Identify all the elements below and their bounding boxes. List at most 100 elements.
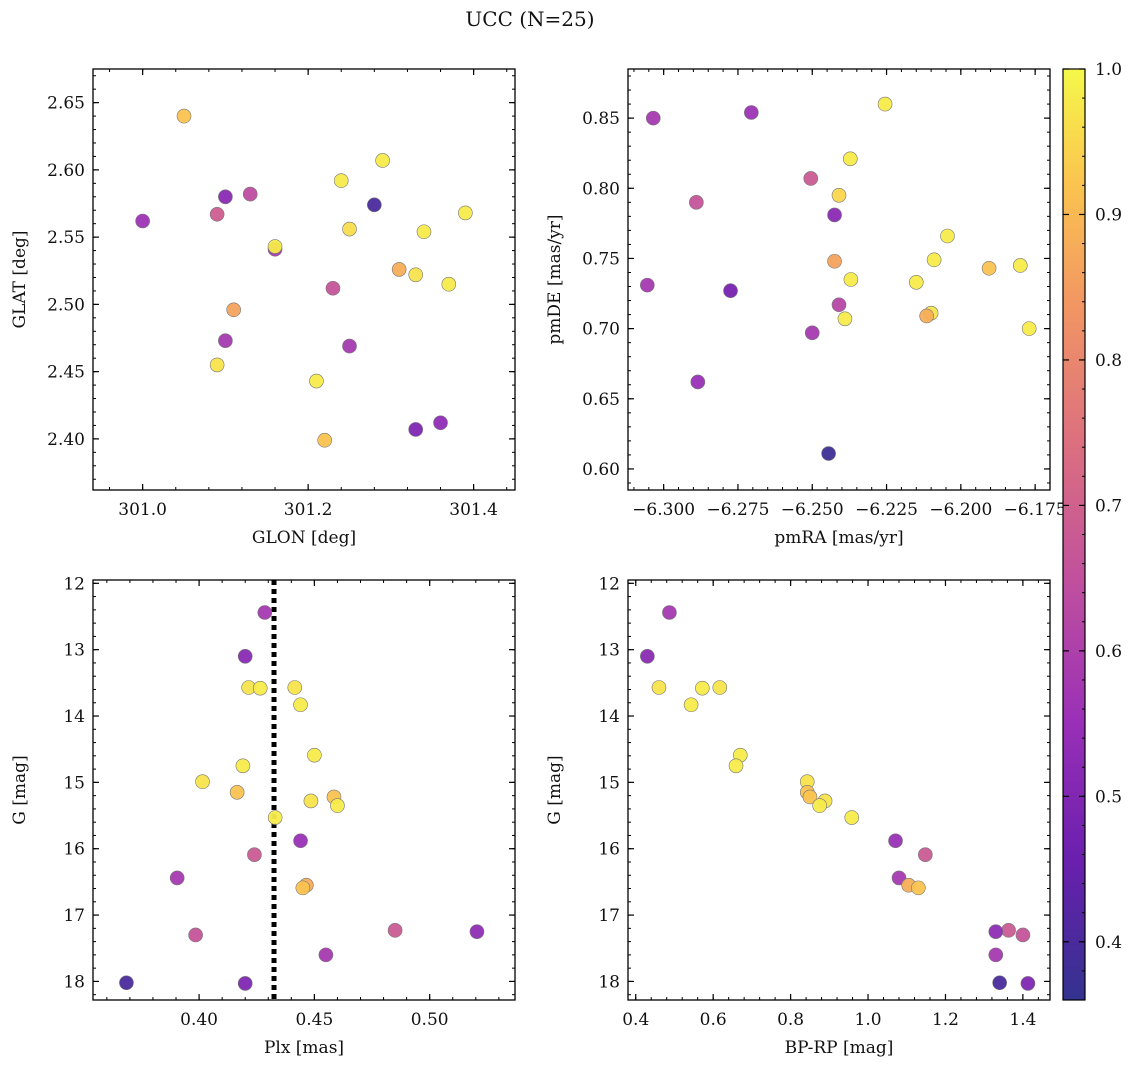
y-tick-label: 2.40 <box>47 430 85 450</box>
data-point <box>919 308 934 324</box>
colorbar-tick-label: 0.7 <box>1095 496 1122 516</box>
data-point <box>119 975 134 991</box>
data-point <box>375 153 390 168</box>
y-tick-label: 18 <box>598 972 620 992</box>
y-tick-label: 17 <box>598 906 620 926</box>
data-point <box>235 758 251 774</box>
data-point <box>188 927 203 943</box>
x-axis-label: pmRA [mas/yr] <box>774 528 903 548</box>
colorbar-tick-label: 0.6 <box>1095 642 1122 662</box>
colorbar: 0.4 0.5 0.6 0.7 0.8 0.9 1.0 <box>1062 60 1122 1001</box>
y-tick-label: 15 <box>63 773 85 793</box>
data-point <box>843 272 859 287</box>
data-point <box>940 228 955 244</box>
data-point <box>645 110 661 126</box>
data-point <box>988 924 1004 939</box>
data-point <box>237 649 253 664</box>
y-tick-label: 14 <box>598 707 620 727</box>
x-tick-label: 301.4 <box>449 500 498 520</box>
data-point <box>287 680 303 695</box>
y-axis-label: G [mag] <box>545 755 565 824</box>
data-point <box>1015 927 1031 943</box>
y-axis-label: G [mag] <box>10 755 30 824</box>
data-point <box>689 195 704 210</box>
panel-bprp-g: 0.4 0.6 0.8 1.0 1.2 1.4 12 13 14 15 16 17 18 BP-RP [m… <box>545 574 1051 1058</box>
y-tick-label: 16 <box>63 840 85 860</box>
data-point <box>683 697 699 713</box>
data-point <box>662 605 677 620</box>
data-point <box>387 923 403 938</box>
data-point <box>176 108 192 124</box>
panel-pmra-pmde: −6.300 −6.275 −6.250 −6.225 −6.200 −6.175 0.60… <box>545 68 1067 548</box>
data-point <box>926 252 942 268</box>
y-tick-label: 2.55 <box>47 228 85 248</box>
y-tick-label: 2.60 <box>47 161 85 181</box>
data-point <box>812 798 827 813</box>
data-point <box>803 171 819 186</box>
data-point <box>325 280 341 296</box>
y-tick-label: 0.80 <box>582 179 620 199</box>
x-axis-label: GLON [deg] <box>252 528 356 548</box>
x-tick-label: 1.2 <box>932 1010 959 1030</box>
data-point <box>918 847 933 862</box>
data-point <box>342 221 357 237</box>
y-tick-label: 16 <box>598 840 620 860</box>
x-tick-label: 0.40 <box>180 1010 218 1030</box>
data-point <box>992 975 1007 991</box>
data-point <box>837 311 853 327</box>
y-tick-label: 18 <box>63 972 85 992</box>
panel-plx-g: 0.40 0.45 0.50 12 13 14 15 16 17 18 Plx [mas] G [ma… <box>10 574 516 1058</box>
data-point <box>744 105 759 120</box>
y-axis-label: pmDE [mas/yr] <box>545 214 565 344</box>
x-tick-label: 0.6 <box>700 1010 727 1030</box>
data-point <box>391 262 407 277</box>
x-tick-label: −6.275 <box>706 500 769 520</box>
x-tick-label: −6.225 <box>855 500 918 520</box>
y-tick-label: 0.60 <box>582 460 620 480</box>
data-point <box>1020 976 1036 991</box>
data-point <box>802 789 818 805</box>
data-point <box>640 649 655 664</box>
x-tick-label: 0.50 <box>411 1010 449 1030</box>
colorbar-tick-label: 0.8 <box>1095 351 1122 371</box>
panel-glon-glat: 301.0 301.2 301.4 2.40 2.45 2.50 2.55 2.60 2.65 G… <box>10 68 516 548</box>
data-point <box>229 785 245 800</box>
data-point <box>135 213 150 229</box>
y-tick-label: 0.65 <box>582 390 620 410</box>
data-point <box>988 947 1004 963</box>
data-point <box>257 605 273 620</box>
data-point <box>1001 923 1016 938</box>
data-point <box>651 680 667 695</box>
colorbar-tick-label: 1.0 <box>1095 60 1122 80</box>
data-point <box>827 253 842 269</box>
colorbar-tick-label: 0.9 <box>1095 205 1122 225</box>
data-point <box>295 880 311 896</box>
data-point <box>330 798 345 813</box>
figure-title: UCC (N=25) <box>465 7 594 31</box>
data-point <box>441 276 457 292</box>
data-point <box>195 774 210 790</box>
y-tick-label: 13 <box>598 641 620 661</box>
data-point <box>267 239 283 254</box>
data-point <box>307 747 322 763</box>
x-tick-label: 301.2 <box>284 500 333 520</box>
data-point <box>218 189 233 205</box>
data-point <box>877 96 893 112</box>
y-tick-label: 2.65 <box>47 94 85 114</box>
data-point <box>831 297 847 313</box>
data-point <box>640 277 655 293</box>
colorbar-tick-label: 0.4 <box>1095 933 1122 953</box>
data-point <box>169 870 185 886</box>
data-point <box>367 197 382 213</box>
x-tick-label: −6.200 <box>929 500 992 520</box>
data-point <box>842 151 858 167</box>
data-point <box>408 267 424 283</box>
data-point <box>712 680 728 695</box>
data-point <box>469 924 485 939</box>
data-point <box>416 224 432 240</box>
data-point <box>293 833 308 849</box>
x-tick-label: 1.0 <box>855 1010 882 1030</box>
x-tick-label: −6.175 <box>1004 500 1067 520</box>
data-point <box>408 422 424 437</box>
